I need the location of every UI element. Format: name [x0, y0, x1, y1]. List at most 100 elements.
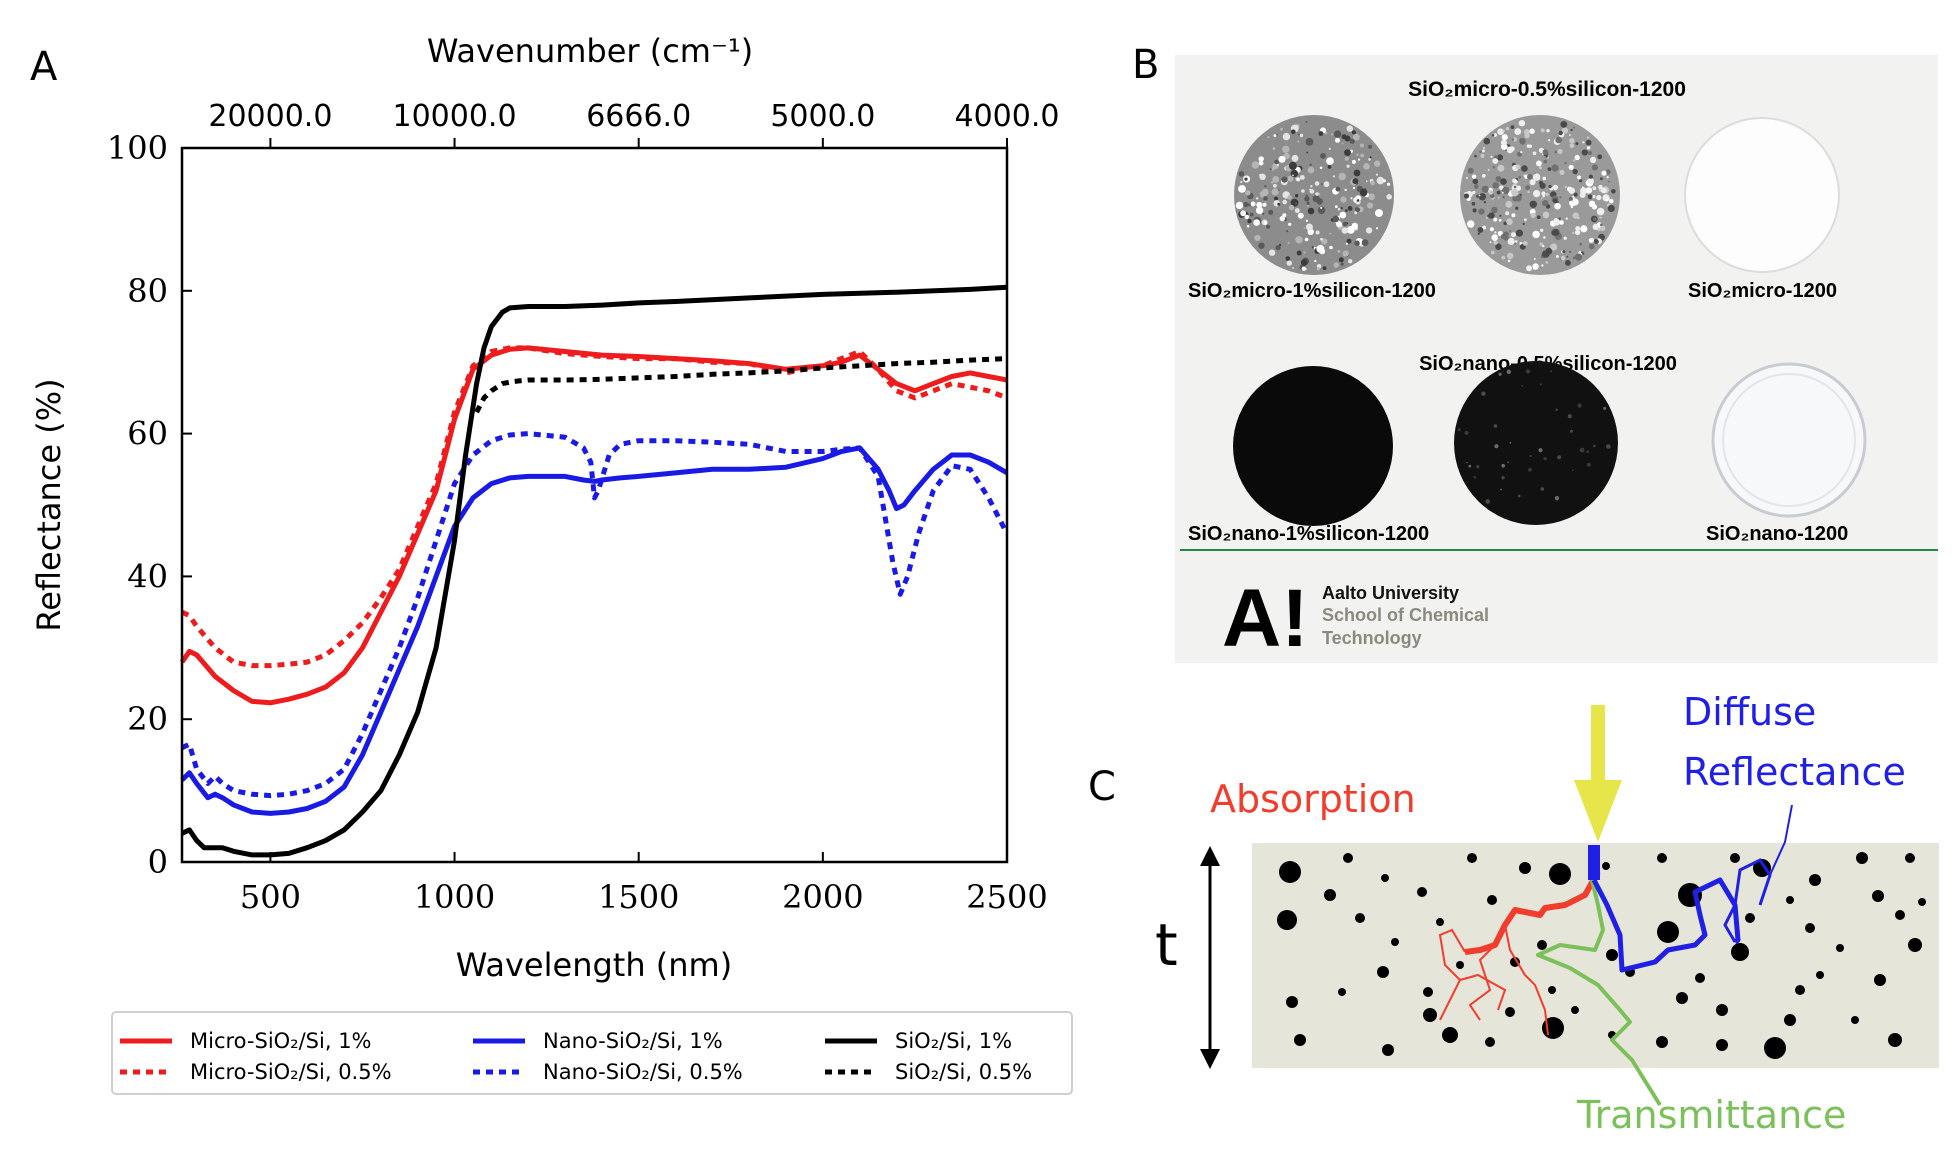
speckle: [1329, 245, 1333, 250]
speckle: [1295, 236, 1303, 244]
speckle: [1529, 179, 1536, 186]
speckle: [1481, 185, 1489, 193]
speckle: [1291, 129, 1296, 135]
particle: [1510, 957, 1520, 967]
speckle: [1564, 185, 1568, 189]
speckle: [1368, 158, 1371, 161]
speckle: [1579, 242, 1582, 246]
speckle: [1295, 202, 1298, 205]
speckle: [1334, 130, 1342, 138]
speckle: [1518, 175, 1522, 179]
speckle: [1552, 184, 1559, 191]
speckle: [1290, 198, 1299, 207]
speckle: [1342, 221, 1348, 227]
speckle: [1341, 227, 1349, 234]
speckle: [1307, 207, 1315, 215]
speckle: [1320, 237, 1323, 241]
series-line: [180, 445, 1009, 816]
speckle: [1545, 192, 1549, 197]
particle: [1487, 895, 1497, 905]
speckle: [1477, 227, 1484, 233]
speckle: [1249, 212, 1254, 217]
particle: [1716, 1004, 1728, 1016]
speckle: [1297, 133, 1300, 136]
speckle: [1513, 185, 1517, 189]
speckle: [1547, 167, 1552, 172]
speckle: [1288, 222, 1292, 226]
speckle: [1244, 177, 1248, 181]
speckle: [1521, 385, 1524, 387]
speckle: [1509, 230, 1512, 233]
particle: [1874, 974, 1886, 986]
speckle: [1500, 488, 1502, 491]
speckle: [1367, 202, 1374, 209]
speckle: [1556, 255, 1559, 258]
speckle: [1387, 182, 1391, 186]
speckle: [1277, 202, 1281, 206]
speckle: [1507, 259, 1511, 263]
particle: [1918, 898, 1926, 906]
particle: [1324, 889, 1336, 901]
speckle: [1354, 211, 1358, 215]
aalto-logo-mark: A!: [1222, 573, 1309, 664]
speckle: [1557, 455, 1562, 460]
speckle: [1489, 227, 1494, 232]
absorption-paths: [1438, 870, 1601, 1036]
speckle: [1574, 229, 1581, 236]
speckle: [1321, 238, 1328, 245]
speckle: [1305, 138, 1314, 146]
speckle: [1481, 391, 1486, 396]
diffuse-label-line1: Diffuse: [1683, 690, 1816, 734]
speckle: [1467, 220, 1475, 228]
top-tick-label: 5000.0: [770, 99, 875, 134]
speckle: [1352, 133, 1360, 141]
speckle: [1255, 206, 1264, 215]
y-tick-label: 40: [127, 557, 168, 595]
speckle: [1572, 231, 1575, 235]
thickness-arrow: [1200, 846, 1220, 1069]
speckle: [1273, 183, 1277, 188]
speckle: [1515, 240, 1518, 243]
photo-label-nano-1pct: SiO₂nano-1%silicon-1200: [1188, 523, 1429, 545]
speckle: [1582, 186, 1584, 189]
speckle: [1244, 214, 1250, 220]
speckle: [1267, 136, 1270, 139]
particle: [1423, 987, 1433, 997]
speckle: [1490, 250, 1495, 255]
speckle: [1235, 201, 1244, 210]
speckle: [1572, 212, 1579, 219]
speckle: [1530, 212, 1536, 219]
top-tick-label: 10000.0: [393, 99, 517, 134]
speckle: [1579, 179, 1583, 183]
transmittance-path-line: [1536, 879, 1662, 1107]
speckle: [1539, 242, 1543, 246]
speckle: [1340, 207, 1343, 210]
speckle: [1471, 202, 1476, 206]
speckle: [1260, 213, 1263, 216]
speckle: [1353, 169, 1361, 177]
incident-arrow-head: [1574, 780, 1622, 842]
particle: [1355, 913, 1365, 923]
speckle: [1478, 194, 1481, 197]
particle: [1731, 943, 1749, 961]
speckle: [1478, 208, 1485, 215]
particle: [1895, 910, 1905, 920]
speckle: [1611, 189, 1616, 194]
speckle: [1466, 177, 1468, 179]
speckle: [1301, 266, 1307, 271]
speckle: [1559, 169, 1565, 175]
speckle: [1540, 487, 1545, 491]
particle: [1905, 853, 1915, 863]
photo-label-micro-pure: SiO₂micro-1200: [1688, 280, 1837, 302]
speckle: [1360, 153, 1365, 158]
speckle: [1525, 369, 1531, 374]
transmittance-label: Transmittance: [1576, 1093, 1846, 1137]
speckle: [1488, 190, 1493, 195]
speckle: [1575, 226, 1581, 231]
particle: [1888, 1033, 1902, 1047]
speckle: [1506, 218, 1513, 225]
speckle: [1542, 211, 1550, 219]
particle: [1382, 1044, 1394, 1056]
speckle: [1520, 151, 1523, 154]
speckle: [1494, 231, 1497, 234]
